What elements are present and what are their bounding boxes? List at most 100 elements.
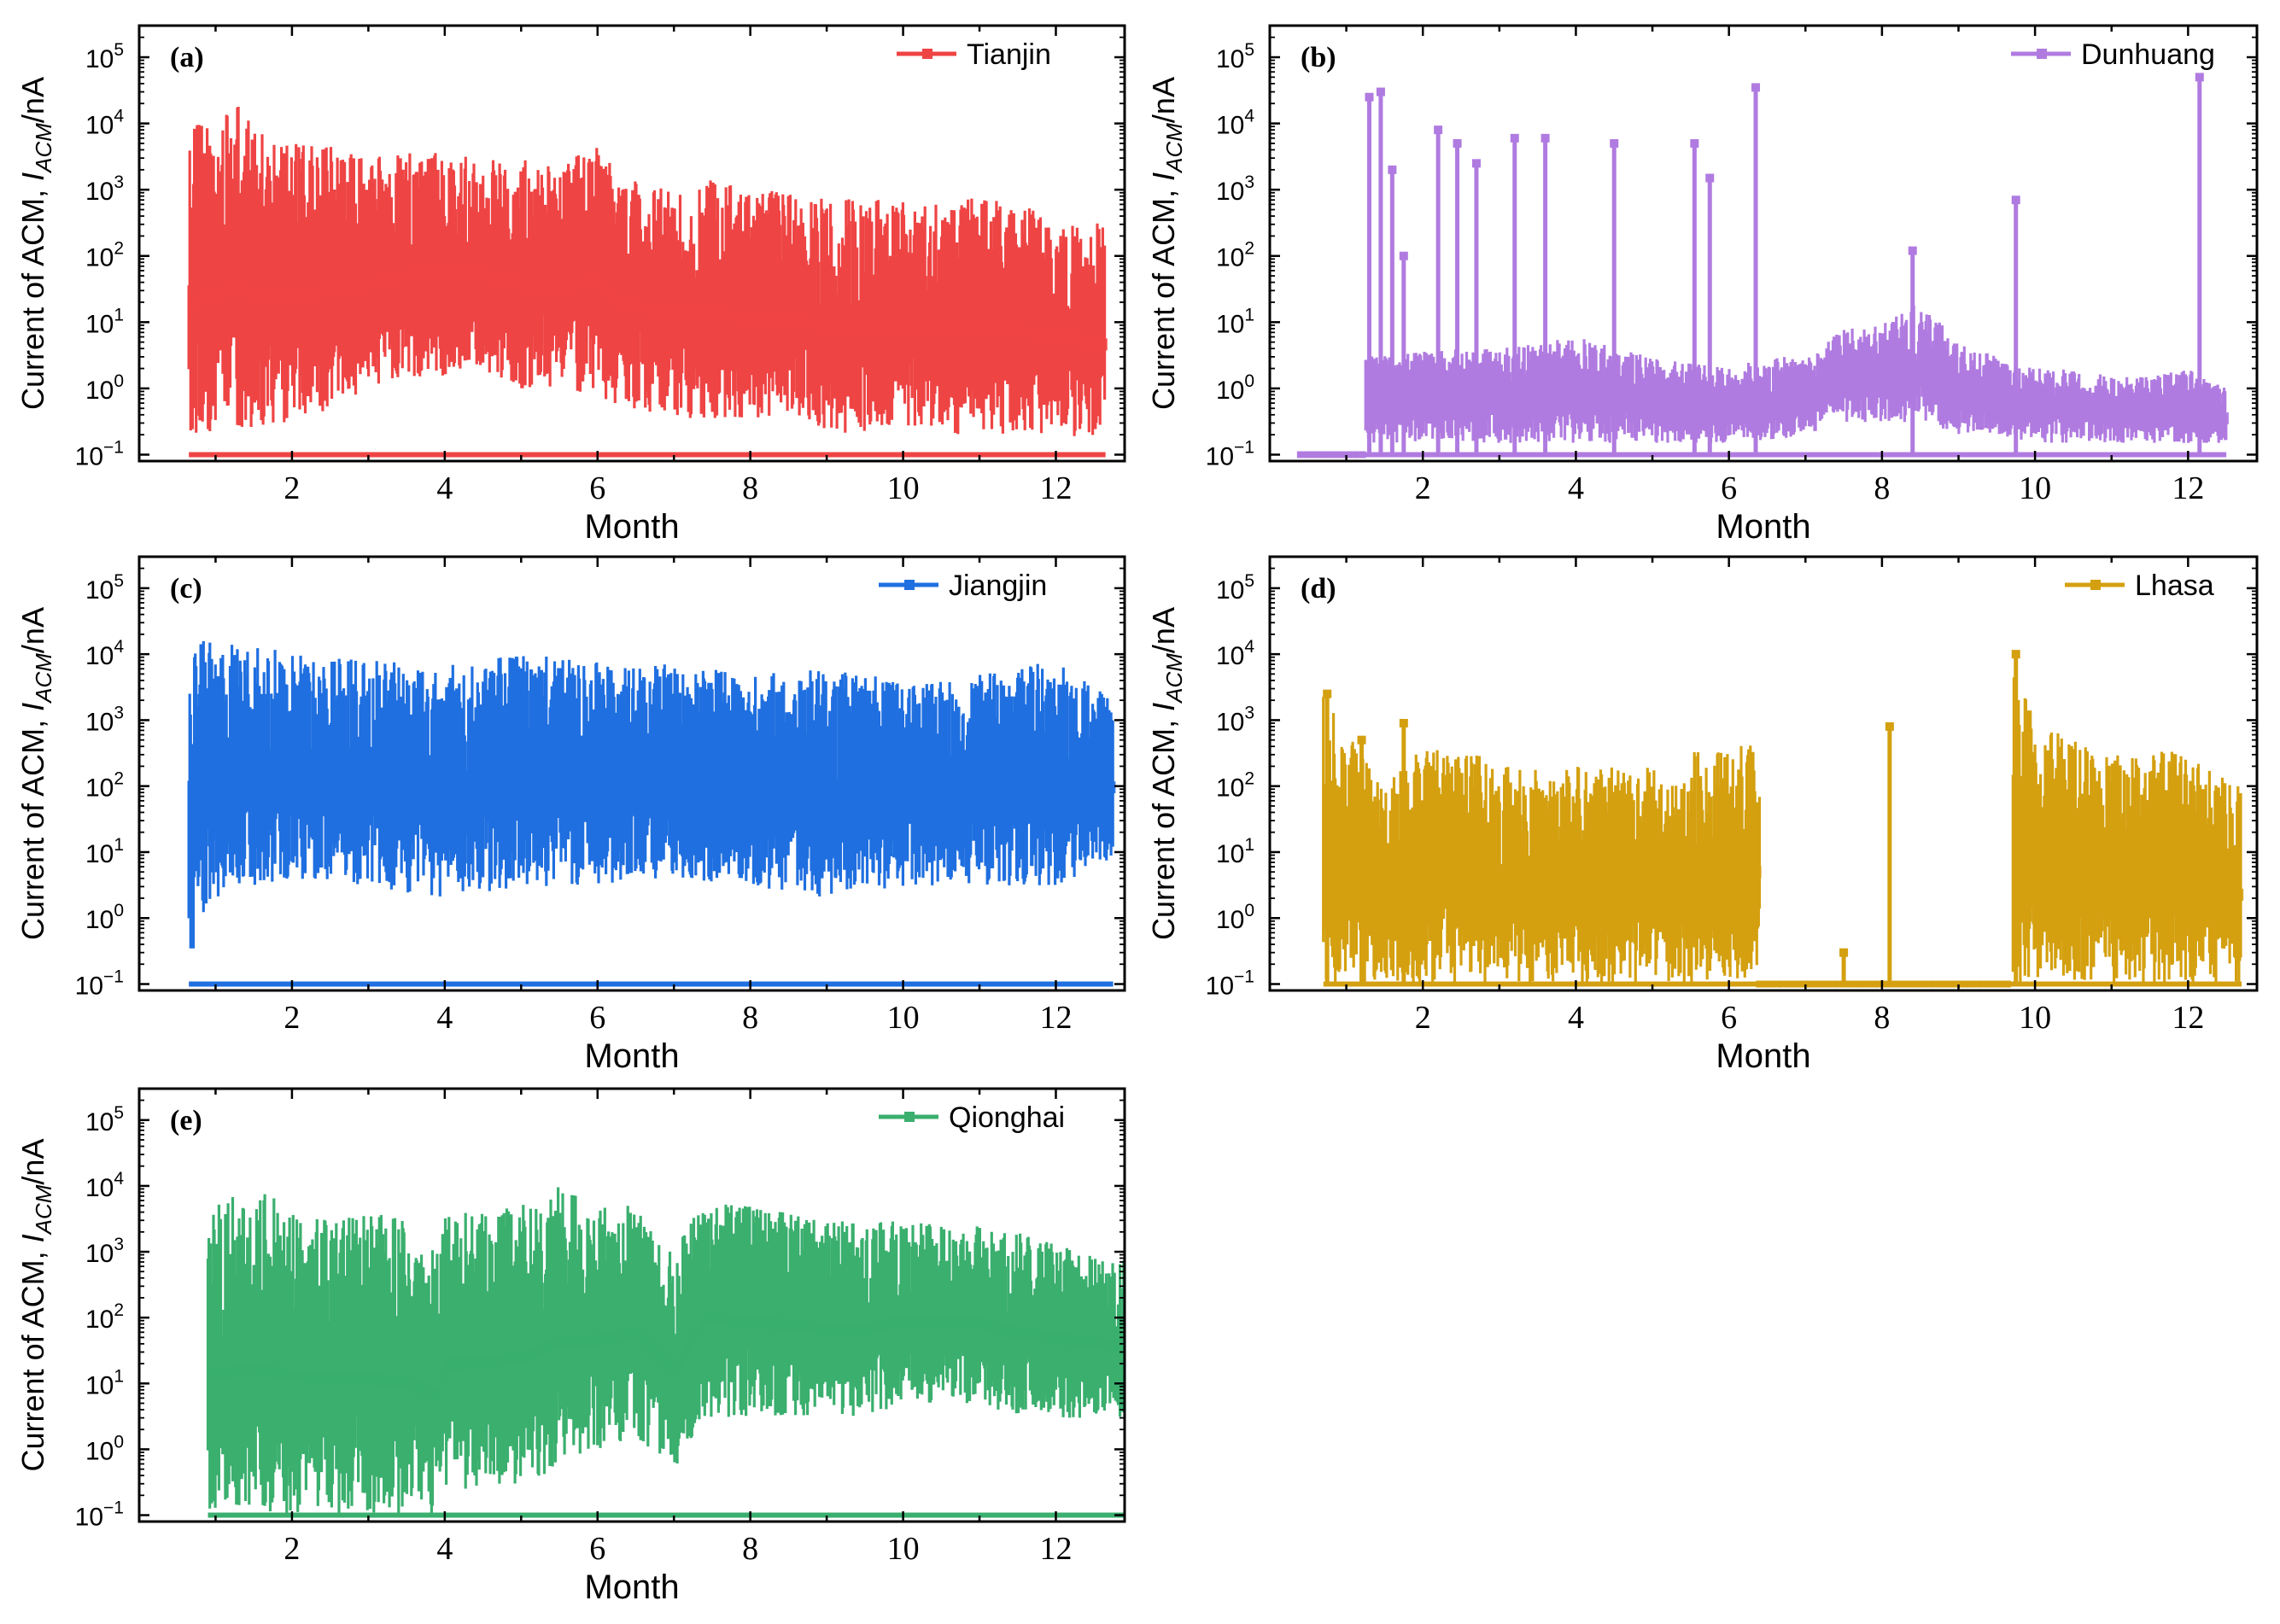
y-tick-label: 10−1: [1206, 437, 1254, 470]
series-line: [1364, 305, 2228, 443]
spike-marker: [2011, 196, 2020, 205]
y-tick-label: 101: [85, 305, 124, 338]
spike-marker: [1839, 948, 1849, 957]
y-tick-label: 102: [85, 1300, 124, 1334]
floor-marker: [1783, 980, 1791, 988]
spike-marker: [1510, 133, 1519, 143]
floor-marker: [1852, 980, 1860, 988]
spike-marker: [1751, 83, 1761, 92]
plot-frame: [137, 1087, 1126, 1523]
legend-label: Qionghai: [949, 1101, 1065, 1134]
x-tick-label: 2: [1415, 470, 1431, 506]
floor-marker: [1983, 980, 1991, 988]
x-tick-label: 8: [742, 470, 758, 506]
x-tick-label: 12: [1039, 470, 1072, 506]
floor-marker: [1880, 980, 1887, 988]
panel-label: (d): [1301, 573, 1336, 605]
plot-frame: [1268, 24, 2259, 463]
floor-marker: [1763, 980, 1770, 988]
floor-marker: [1310, 451, 1318, 459]
x-tick-label: 2: [1415, 1000, 1431, 1036]
floor-marker: [1859, 980, 1867, 988]
data-series: [1296, 73, 2229, 459]
series-line: [187, 107, 1107, 436]
x-tick-label: 6: [589, 470, 605, 506]
floor-marker: [1345, 451, 1353, 459]
x-tick-label: 12: [2172, 470, 2204, 506]
plot-frame: [137, 24, 1126, 463]
y-tick-label: 102: [85, 239, 124, 272]
y-tick-label: 10−1: [75, 967, 124, 1001]
series-line: [1322, 675, 2242, 984]
spike-marker: [1610, 138, 1619, 148]
y-tick-label: 100: [85, 1432, 124, 1465]
floor-marker: [2003, 980, 2011, 988]
x-tick-label: 6: [589, 1000, 605, 1036]
x-axis-label: Month: [1716, 1037, 1810, 1075]
floor-marker: [1935, 980, 1943, 988]
y-tick-label: 104: [1216, 637, 1254, 670]
spike-marker: [1434, 126, 1443, 135]
floor-marker: [1338, 451, 1346, 459]
y-tick-label: 105: [1216, 571, 1254, 605]
x-tick-label: 4: [436, 1531, 453, 1567]
floor-marker: [1915, 980, 1922, 988]
y-tick-label: 102: [85, 769, 124, 803]
chart-panel-5: 2 4 6 8 10 12 10−1 100 101 102 103 104 105 Month Curre…: [15, 1087, 1126, 1606]
y-tick-label: 102: [1216, 239, 1254, 272]
x-tick-label: 8: [742, 1000, 758, 1036]
y-axis-label: Current of ACM, IACM/nA: [15, 607, 56, 940]
y-axis-label: Current of ACM, IACM/nA: [1146, 607, 1187, 940]
spike-marker: [1399, 718, 1408, 727]
legend-label: Dunhuang: [2081, 38, 2215, 71]
y-tick-label: 101: [1216, 835, 1254, 868]
series-band: [189, 266, 1108, 351]
series-band: [1323, 832, 2244, 901]
spike-marker: [1365, 92, 1374, 102]
y-tick-label: 103: [1216, 172, 1254, 206]
floor-marker: [1845, 980, 1853, 988]
floor-marker: [1776, 980, 1784, 988]
legend-label: Jiangjin: [949, 570, 1047, 602]
spike-marker: [1323, 689, 1332, 698]
spike-marker: [1885, 721, 1894, 731]
floor-marker: [1969, 980, 1977, 988]
chart-panel-1: 2 4 6 8 10 12 10−1 100 101 102 103 104 105 Month Curre…: [15, 24, 1126, 546]
y-tick-label: 105: [85, 40, 124, 73]
spike-marker: [2195, 73, 2204, 82]
x-tick-label: 8: [1874, 470, 1890, 506]
floor-marker: [1921, 980, 1929, 988]
y-tick-label: 103: [85, 172, 124, 206]
spike-marker: [1388, 165, 1397, 174]
legend-marker: [922, 49, 932, 59]
y-axis-label: Current of ACM, IACM/nA: [15, 77, 56, 410]
x-axis-label: Month: [584, 508, 679, 546]
y-tick-label: 105: [85, 1103, 124, 1136]
x-tick-label: 12: [1039, 1000, 1072, 1036]
floor-marker: [1769, 980, 1777, 988]
chart-panel-3: 2 4 6 8 10 12 10−1 100 101 102 103 104 105 Month Curre…: [15, 555, 1126, 1075]
y-tick-label: 102: [1216, 769, 1254, 803]
x-tick-label: 4: [436, 1000, 453, 1036]
spike-marker: [1376, 87, 1385, 96]
y-tick-label: 101: [1216, 305, 1254, 338]
y-tick-label: 10−1: [75, 437, 124, 470]
floor-marker: [1949, 980, 1956, 988]
x-axis-label: Month: [584, 1037, 679, 1075]
floor-marker: [1825, 980, 1833, 988]
floor-marker: [1359, 451, 1366, 459]
spike-marker: [1540, 133, 1550, 143]
y-axis-label: Current of ACM, IACM/nA: [15, 1139, 56, 1472]
floor-marker: [1331, 451, 1339, 459]
floor-marker: [1990, 980, 1997, 988]
spike-marker: [1690, 138, 1699, 148]
y-tick-label: 104: [85, 107, 124, 140]
floor-marker: [1324, 451, 1332, 459]
y-tick-label: 100: [1216, 371, 1254, 405]
y-tick-label: 101: [85, 835, 124, 868]
floor-marker: [1893, 980, 1901, 988]
x-axis-label: Month: [584, 1569, 679, 1606]
data-series: [1322, 650, 2244, 988]
floor-marker: [1303, 451, 1311, 459]
